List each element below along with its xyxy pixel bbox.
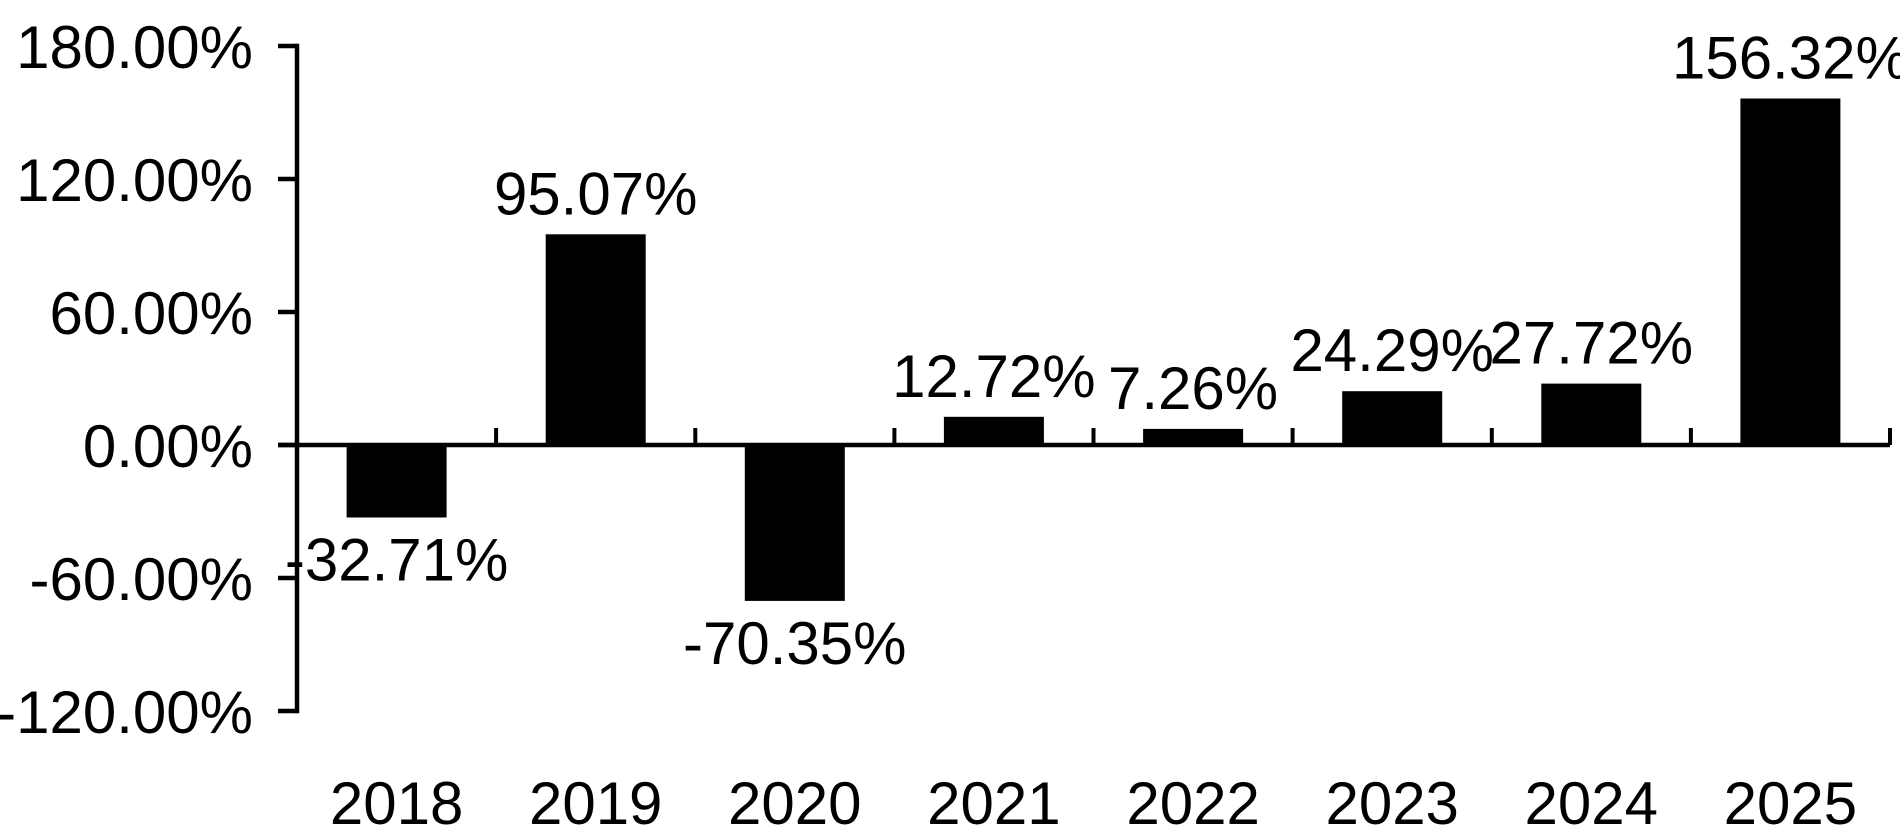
value-label-2023: 24.29% (1290, 317, 1494, 384)
x-tick-label-2021: 2021 (927, 770, 1060, 833)
value-label-2025: 156.32% (1672, 25, 1900, 92)
x-tick-label-2025: 2025 (1724, 770, 1857, 833)
x-tick-label-2018: 2018 (330, 770, 463, 833)
bar-2019 (545, 234, 646, 445)
value-label-2021: 12.72% (892, 343, 1096, 410)
x-tick-label-2023: 2023 (1325, 770, 1458, 833)
value-label-2024: 27.72% (1490, 310, 1694, 377)
value-label-2022: 7.26% (1108, 355, 1278, 422)
y-tick-label-60: 60.00% (50, 280, 254, 347)
y-tick-label--120: -120.00% (0, 679, 253, 746)
x-tick-label-2022: 2022 (1126, 770, 1259, 833)
x-tick-label-2019: 2019 (529, 770, 662, 833)
bar-2020 (744, 445, 845, 601)
y-tick-label-120: 120.00% (16, 147, 253, 214)
y-tick-label-0: 0.00% (83, 413, 253, 480)
value-label-2020: -70.35% (683, 610, 906, 677)
bar-2025 (1740, 98, 1841, 445)
value-label-2018: -32.71% (285, 527, 508, 594)
value-label-2019: 95.07% (494, 160, 698, 227)
bar-2018 (346, 445, 447, 518)
x-tick-label-2020: 2020 (728, 770, 861, 833)
y-tick-label-180: 180.00% (16, 14, 253, 81)
bar-2024 (1541, 383, 1642, 445)
x-tick-label-2024: 2024 (1525, 770, 1658, 833)
bar-2021 (943, 416, 1044, 445)
bar-2023 (1342, 391, 1443, 445)
y-tick-label--60: -60.00% (30, 546, 253, 613)
bar-2022 (1143, 428, 1244, 445)
